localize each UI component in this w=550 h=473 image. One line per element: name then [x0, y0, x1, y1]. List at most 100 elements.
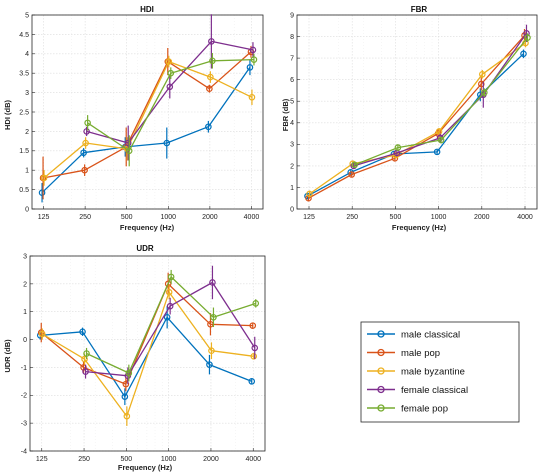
y-tick-label: 0 — [25, 206, 29, 213]
y-tick-label: -4 — [21, 448, 27, 455]
data-point — [251, 344, 259, 352]
data-point — [208, 347, 215, 355]
data-point — [205, 123, 212, 131]
legend-label: male pop — [401, 348, 440, 359]
data-point — [305, 194, 312, 202]
data-point — [520, 50, 527, 58]
y-tick-label: 0 — [290, 206, 294, 213]
data-point — [480, 89, 488, 96]
legend-entry: male byzantine — [367, 366, 465, 377]
legend-marker — [377, 330, 385, 338]
y-tick-label: 2 — [23, 281, 27, 288]
chart-title: HDI — [140, 5, 154, 14]
data-point — [350, 162, 358, 170]
y-tick-label: 1 — [290, 185, 294, 192]
series-female-pop — [84, 53, 258, 167]
y-tick-label: 3 — [290, 142, 294, 149]
legend-marker — [377, 404, 385, 412]
x-tick-label: 500 — [121, 214, 133, 221]
x-tick-label: 1000 — [161, 214, 177, 221]
data-point — [209, 279, 216, 286]
x-axis-label: Frequency (Hz) — [118, 463, 173, 472]
data-point — [477, 80, 485, 88]
y-tick-label: 2 — [25, 129, 29, 136]
data-point — [167, 69, 175, 77]
data-point — [252, 300, 260, 307]
y-tick-label: 2.5 — [19, 109, 29, 116]
legend-marker — [377, 348, 385, 357]
x-tick-label: 125 — [303, 214, 315, 221]
data-point — [207, 73, 214, 81]
data-point — [250, 56, 258, 63]
chart-title: UDR — [136, 244, 154, 253]
x-tick-label: 1000 — [161, 456, 177, 463]
data-point — [80, 149, 87, 157]
data-point — [394, 144, 402, 151]
data-point — [523, 30, 530, 37]
legend-entry: female pop — [367, 403, 448, 414]
data-point — [246, 64, 254, 71]
data-point — [82, 368, 89, 375]
data-point — [166, 302, 174, 310]
legend-label: female pop — [401, 403, 448, 414]
x-tick-label: 1000 — [431, 214, 447, 221]
data-point — [165, 288, 173, 296]
data-point — [306, 190, 313, 198]
x-tick-label: 250 — [346, 214, 358, 221]
x-tick-label: 500 — [121, 456, 133, 463]
legend-label: female classical — [401, 385, 468, 396]
series-female-pop — [351, 33, 531, 169]
data-point — [124, 139, 132, 147]
data-point — [81, 355, 88, 363]
data-point — [125, 147, 133, 155]
series-line — [309, 42, 526, 195]
chart-title: FBR — [411, 5, 428, 14]
data-point — [163, 139, 171, 147]
x-tick-label: 125 — [36, 456, 48, 463]
legend-box — [360, 321, 520, 423]
y-tick-label: 1 — [23, 309, 27, 316]
data-point — [248, 93, 256, 101]
chart-hdi: HDI Frequency (Hz) HDI (dB) 0 0.5 1 1.5 2 2.5… — [3, 5, 264, 232]
chart-fbr: FBR Frequency (Hz) FBR (dB) 0 1 2 3 4 5 6 7 8 9 12… — [281, 5, 538, 232]
series-female-classical — [83, 14, 257, 161]
data-point — [249, 322, 257, 329]
y-tick-label: -2 — [21, 393, 27, 400]
data-point — [81, 166, 88, 174]
series-male-byzantine — [38, 285, 258, 426]
series-line — [40, 316, 253, 398]
data-point — [250, 352, 258, 360]
x-tick-label: 2000 — [202, 214, 218, 221]
y-tick-label: 4 — [25, 51, 29, 58]
y-tick-label: 5 — [290, 99, 294, 106]
data-point — [121, 393, 129, 400]
y-tick-label: 9 — [290, 12, 294, 19]
data-point — [122, 380, 130, 388]
legend-label: male byzantine — [401, 366, 465, 377]
x-tick-label: 125 — [38, 214, 50, 221]
legend-marker — [377, 385, 385, 394]
data-point — [248, 378, 256, 385]
data-point — [437, 136, 445, 144]
data-point — [165, 58, 173, 65]
y-tick-label: 4.5 — [19, 32, 29, 39]
x-tick-label: 250 — [79, 214, 91, 221]
y-tick-label: 8 — [290, 34, 294, 41]
x-tick-label: 500 — [390, 214, 402, 221]
y-tick-label: -3 — [21, 421, 27, 428]
y-tick-label: 3 — [23, 253, 27, 260]
y-axis-label: UDR (dB) — [3, 339, 12, 373]
data-point — [435, 128, 443, 135]
y-tick-label: 4 — [290, 120, 294, 127]
legend-entry: female classical — [367, 385, 468, 396]
y-tick-label: 5 — [25, 12, 29, 19]
data-point — [351, 161, 359, 169]
data-point — [210, 313, 217, 321]
data-point — [206, 85, 213, 93]
data-point — [209, 57, 216, 65]
data-point — [167, 273, 175, 281]
series-line — [42, 51, 252, 179]
legend: male classical male pop male byzantine fema… — [360, 321, 520, 423]
y-tick-label: 7 — [290, 56, 294, 63]
data-point — [524, 34, 531, 41]
